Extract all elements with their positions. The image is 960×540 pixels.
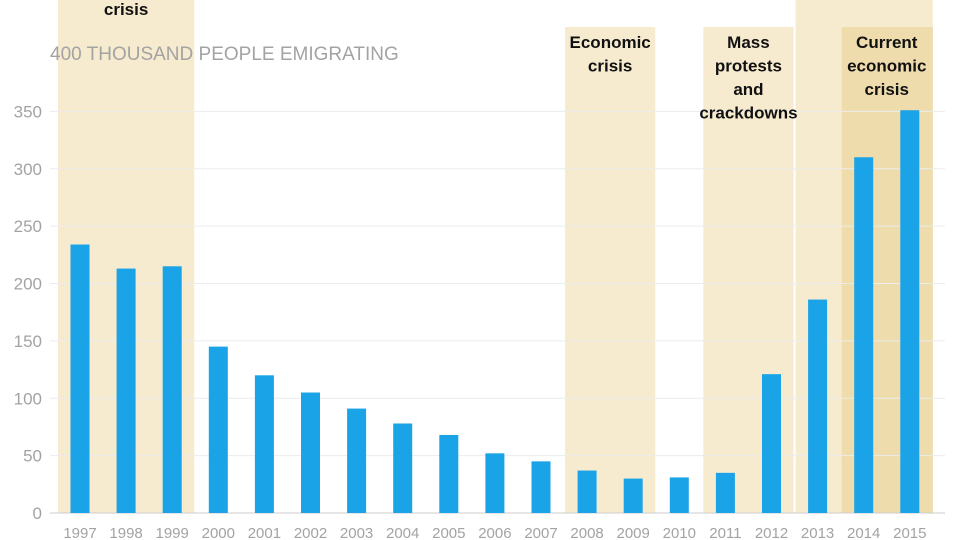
bar-2011: [715, 472, 735, 513]
bar-2002: [301, 392, 320, 513]
annotation-2011-line-3: and: [733, 80, 763, 99]
bar-2004: [393, 423, 413, 513]
bar-2010: [669, 477, 689, 513]
bar-2008: [577, 470, 597, 513]
y-tick-label-300: 300: [14, 160, 42, 179]
y-tick-label-350: 350: [14, 102, 42, 121]
y-tick-label-100: 100: [14, 389, 42, 408]
x-tick-label-2002: 2002: [294, 525, 327, 540]
x-tick-label-2015: 2015: [893, 525, 926, 540]
x-tick-label-1998: 1998: [109, 525, 142, 540]
x-tick-label-1999: 1999: [156, 525, 189, 540]
x-tick-label-2001: 2001: [248, 525, 281, 540]
x-axis-ticks: 1997 1998 1999 2000 2001 2002 2003 2004 2005 2006…: [63, 525, 926, 540]
annotation-2014-line-2: economic: [847, 57, 926, 76]
annotation-2008-line-1: Economic: [570, 33, 651, 52]
x-tick-label-2004: 2004: [386, 525, 419, 540]
unit-label: 400 THOUSAND PEOPLE EMIGRATING: [50, 44, 399, 65]
bar-2009: [623, 478, 643, 513]
annotation-2011-line-4: crackdowns: [699, 104, 797, 123]
y-axis-ticks: 0 50 100 150 200 250 300 350: [14, 102, 42, 523]
y-tick-label-250: 250: [14, 217, 42, 236]
bar-1999: [162, 266, 182, 513]
bar-1997: [70, 244, 90, 514]
bar-2001: [254, 375, 274, 513]
bar-2005: [439, 434, 459, 513]
x-tick-label-2007: 2007: [524, 525, 557, 540]
bar-2003: [347, 408, 367, 513]
highlight-band-2008-2009: [565, 27, 656, 513]
bar-2015: [900, 110, 920, 513]
bar-1998: [116, 268, 136, 513]
x-tick-label-2010: 2010: [663, 525, 696, 540]
bar-2012: [762, 374, 781, 513]
annotations: crisis Economic crisis Mass protests and crack…: [104, 0, 927, 123]
x-tick-label-2006: 2006: [478, 525, 511, 540]
bar-2014: [854, 157, 874, 513]
x-tick-label-2000: 2000: [202, 525, 235, 540]
bar-2007: [531, 461, 551, 513]
x-tick-label-2005: 2005: [432, 525, 465, 540]
annotation-2008-line-2: crisis: [588, 57, 632, 76]
y-tick-label-150: 150: [14, 332, 42, 351]
x-tick-label-2011: 2011: [709, 525, 741, 540]
highlight-bands: [57, 0, 933, 513]
annotation-2014-line-3: crisis: [865, 80, 909, 99]
y-tick-label-50: 50: [23, 447, 42, 466]
bar-2013: [808, 299, 828, 513]
annotation-2011-line-2: protests: [715, 57, 782, 76]
annotation-2014-line-1: Current: [856, 33, 918, 52]
x-tick-label-2014: 2014: [847, 525, 880, 540]
bar-2006: [485, 453, 505, 513]
y-tick-label-200: 200: [14, 275, 42, 294]
x-tick-label-2012: 2012: [755, 525, 788, 540]
bars: [70, 110, 920, 514]
annotation-2011-line-1: Mass: [727, 33, 770, 52]
annotation-1997-line-1: crisis: [104, 0, 148, 19]
x-tick-label-2008: 2008: [570, 525, 603, 540]
y-tick-label-0: 0: [33, 504, 42, 523]
gridlines: [50, 110, 945, 514]
x-tick-label-2013: 2013: [801, 525, 834, 540]
x-tick-label-2009: 2009: [617, 525, 650, 540]
bar-2000: [208, 346, 228, 513]
x-tick-label-2003: 2003: [340, 525, 373, 540]
x-tick-label-1997: 1997: [63, 525, 96, 540]
